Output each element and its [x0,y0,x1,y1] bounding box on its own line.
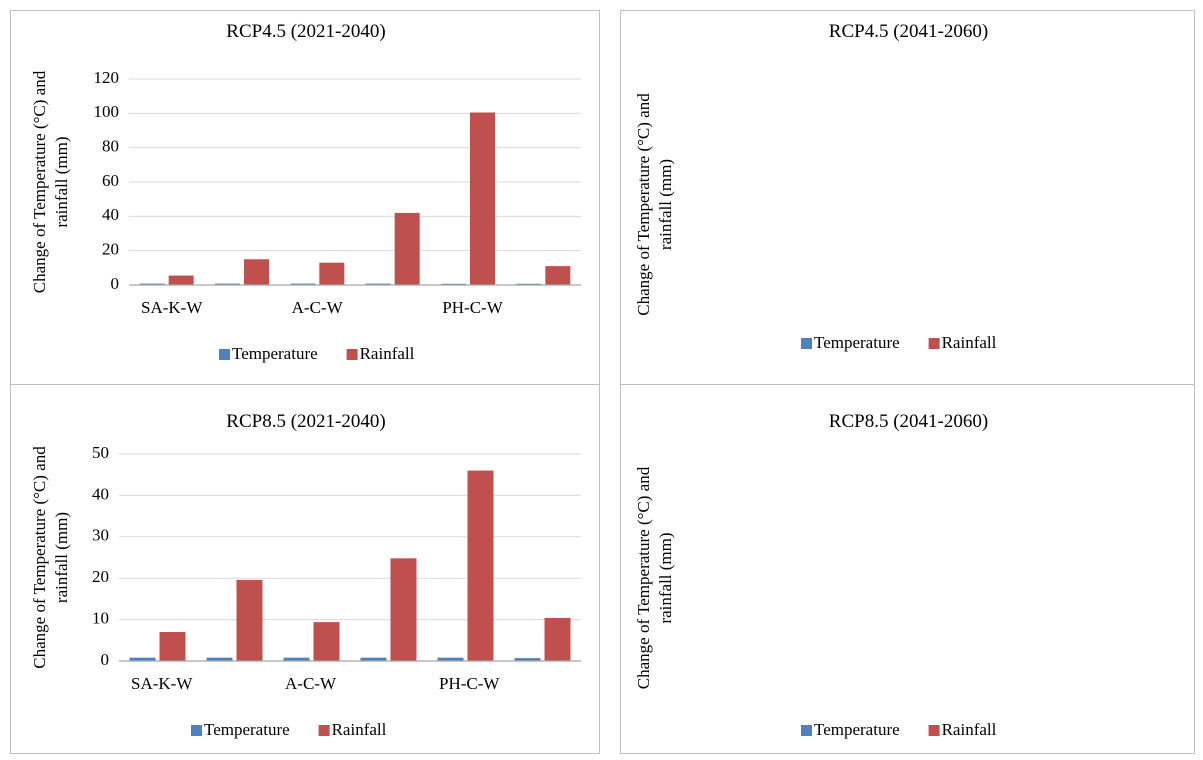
y-tick-label: 120 [94,68,120,87]
bar-temperature [441,283,466,285]
legend-label-rainfall: Rainfall [332,720,387,739]
y-tick-label: 30 [92,526,109,545]
chart-title: RCP4.5 (2021-2040) [226,21,385,42]
bar-rainfall [244,259,269,285]
legend-swatch-rainfall [928,338,940,349]
chart-panel-rcp85-2041-2060: RCP8.5 (2041-2060) Change of Temperature … [620,384,1195,754]
legend-label-temperature: Temperature [204,720,290,739]
y-tick-label: 40 [102,205,119,224]
chart-panel-rcp45-2021-2040: RCP4.5 (2021-2040) Change of Temperature … [10,10,600,385]
bar-rainfall [470,112,495,285]
bar-temperature [139,283,165,285]
y-tick-label: 100 [94,102,120,121]
y-tick-label: 60 [102,171,119,190]
chart-panel-rcp45-2041-2060: RCP4.5 (2041-2060) Change of Temperature … [620,10,1195,385]
bar-temperature [514,658,541,661]
y-tick-label: 20 [102,240,119,259]
chart-rcp85-2021-2040: RCP8.5 (2021-2040) Change of Temperature … [30,411,581,739]
bar-rainfall [467,470,494,661]
legend-label-temperature: Temperature [814,720,900,739]
chart-title: RCP8.5 (2021-2040) [226,411,385,432]
chart-rcp85-2041-2060: RCP8.5 (2041-2060) Change of Temperature … [634,411,997,739]
bar-temperature [129,657,156,661]
chart-title: RCP8.5 (2041-2060) [829,411,988,432]
category-label: SA-K-W [141,298,203,317]
bar-temperature [283,657,310,661]
y-axis-label-line: rainfall (mm) [52,136,71,227]
legend-label-temperature: Temperature [814,333,900,352]
category-label: PH-C-W [442,298,503,317]
category-label: A-C-W [292,298,344,317]
legend-label-rainfall: Rainfall [360,344,415,363]
bar-rainfall [319,262,345,285]
bar-rainfall [390,558,417,661]
category-label: PH-C-W [439,674,500,693]
y-axis-label-line: Change of Temperature (°C) and [634,93,653,316]
bar-rainfall [168,275,194,285]
chart-rcp45-2021-2040: RCP4.5 (2021-2040) Change of Temperature … [30,21,581,363]
bar-rainfall [313,622,340,661]
bar-temperature [437,657,464,661]
bar-rainfall [545,266,571,285]
y-tick-label: 0 [101,650,110,669]
y-tick-label: 10 [92,609,109,628]
bar-temperature [290,283,316,285]
y-axis-label-line: Change of Temperature (°C) and [30,70,49,293]
legend-swatch-temperature [219,349,230,360]
legend-swatch-rainfall [346,349,358,360]
y-axis-label-line: Change of Temperature (°C) and [634,466,653,689]
legend-label-rainfall: Rainfall [942,720,997,739]
bar-rainfall [394,212,420,285]
bar-temperature [215,283,240,285]
y-tick-label: 80 [102,137,119,156]
legend-swatch-temperature [801,338,812,349]
bar-rainfall [159,632,186,661]
chart-rcp45-2041-2060: RCP4.5 (2041-2060) Change of Temperature … [634,21,997,352]
bar-temperature [516,283,542,285]
legend-swatch-temperature [191,725,202,736]
legend-swatch-temperature [801,725,812,736]
y-axis-label-line: Change of Temperature (°C) and [30,446,49,669]
y-tick-label: 20 [92,567,109,586]
legend-swatch-rainfall [318,725,330,736]
y-tick-label: 50 [92,443,109,462]
y-axis-label-line: rainfall (mm) [656,532,675,623]
legend-label-temperature: Temperature [232,344,318,363]
chart-panel-rcp85-2021-2040: RCP8.5 (2021-2040) Change of Temperature … [10,384,600,754]
category-label: A-C-W [285,674,337,693]
y-axis-label-line: rainfall (mm) [656,159,675,250]
category-label: SA-K-W [131,674,193,693]
bar-rainfall [544,617,571,661]
y-tick-label: 40 [92,484,109,503]
legend-label-rainfall: Rainfall [942,333,997,352]
chart-title: RCP4.5 (2041-2060) [829,21,988,42]
y-axis-label-line: rainfall (mm) [52,512,71,603]
bar-temperature [206,657,233,661]
bar-rainfall [236,579,263,661]
bar-temperature [365,283,391,285]
y-tick-label: 0 [111,274,120,293]
legend-swatch-rainfall [928,725,940,736]
bar-temperature [360,657,387,661]
